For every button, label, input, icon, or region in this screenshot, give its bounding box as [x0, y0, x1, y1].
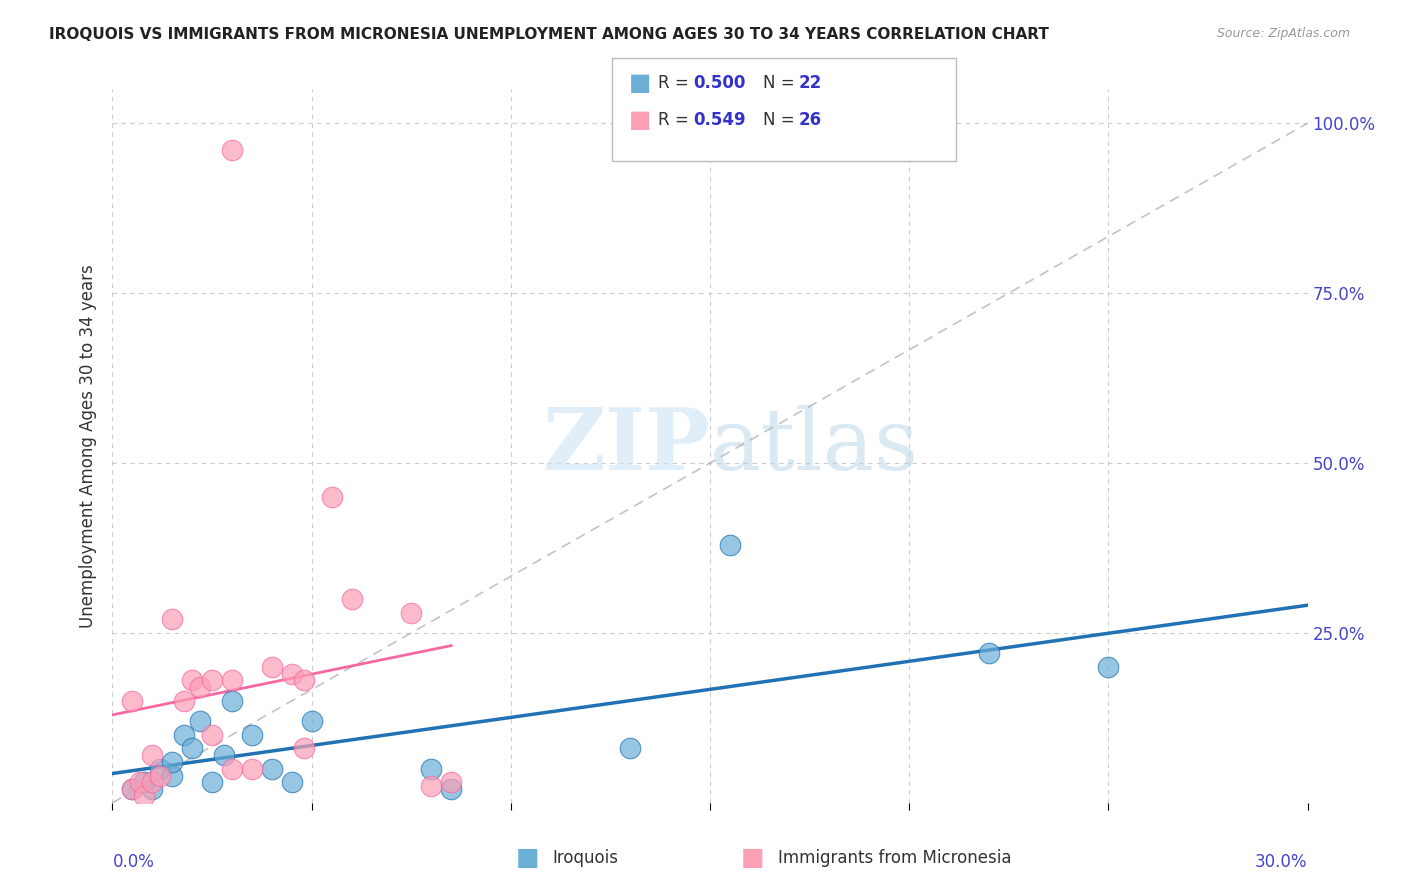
- Point: [977, 646, 1000, 660]
- Point: [201, 673, 224, 688]
- Point: [162, 755, 183, 769]
- Point: [188, 714, 211, 729]
- Text: 26: 26: [799, 112, 821, 129]
- Point: [281, 775, 304, 789]
- Point: [188, 680, 211, 694]
- Point: [162, 612, 183, 626]
- Point: [321, 490, 343, 504]
- Point: [281, 666, 304, 681]
- Text: ■: ■: [741, 847, 763, 870]
- Point: [201, 775, 224, 789]
- Text: 0.0%: 0.0%: [112, 853, 155, 871]
- Point: [173, 728, 195, 742]
- Y-axis label: Unemployment Among Ages 30 to 34 years: Unemployment Among Ages 30 to 34 years: [79, 264, 97, 628]
- Point: [121, 782, 143, 797]
- Text: Iroquois: Iroquois: [553, 849, 619, 867]
- Text: Source: ZipAtlas.com: Source: ZipAtlas.com: [1216, 27, 1350, 40]
- Point: [292, 673, 315, 688]
- Text: ■: ■: [628, 109, 651, 132]
- Text: atlas: atlas: [710, 404, 920, 488]
- Point: [221, 144, 243, 158]
- Text: 0.500: 0.500: [693, 74, 745, 92]
- Point: [173, 694, 195, 708]
- Point: [212, 748, 235, 763]
- Point: [221, 673, 243, 688]
- Point: [420, 779, 443, 793]
- Point: [141, 748, 163, 763]
- Point: [240, 762, 263, 776]
- Point: [718, 537, 741, 551]
- Text: 0.549: 0.549: [693, 112, 745, 129]
- Point: [181, 741, 204, 756]
- Text: ■: ■: [516, 847, 538, 870]
- Point: [141, 775, 163, 789]
- Point: [401, 606, 423, 620]
- Point: [1097, 660, 1119, 674]
- Point: [201, 728, 224, 742]
- Point: [134, 775, 156, 789]
- Point: [260, 660, 283, 674]
- Point: [141, 782, 163, 797]
- Point: [301, 714, 323, 729]
- Point: [221, 694, 243, 708]
- Text: R =: R =: [658, 74, 695, 92]
- Point: [440, 782, 463, 797]
- Text: R =: R =: [658, 112, 695, 129]
- Text: 22: 22: [799, 74, 823, 92]
- Point: [129, 775, 152, 789]
- Text: 30.0%: 30.0%: [1256, 853, 1308, 871]
- Point: [440, 775, 463, 789]
- Text: N =: N =: [763, 74, 800, 92]
- Point: [121, 782, 143, 797]
- Point: [619, 741, 641, 756]
- Text: ■: ■: [628, 71, 651, 95]
- Point: [292, 741, 315, 756]
- Point: [181, 673, 204, 688]
- Text: Immigrants from Micronesia: Immigrants from Micronesia: [778, 849, 1011, 867]
- Point: [240, 728, 263, 742]
- Point: [121, 694, 143, 708]
- Point: [162, 769, 183, 783]
- Point: [221, 762, 243, 776]
- Point: [134, 789, 156, 803]
- Point: [420, 762, 443, 776]
- Point: [149, 762, 172, 776]
- Text: N =: N =: [763, 112, 800, 129]
- Point: [260, 762, 283, 776]
- Point: [149, 769, 172, 783]
- Point: [340, 591, 363, 606]
- Text: IROQUOIS VS IMMIGRANTS FROM MICRONESIA UNEMPLOYMENT AMONG AGES 30 TO 34 YEARS CO: IROQUOIS VS IMMIGRANTS FROM MICRONESIA U…: [49, 27, 1049, 42]
- Text: ZIP: ZIP: [543, 404, 710, 488]
